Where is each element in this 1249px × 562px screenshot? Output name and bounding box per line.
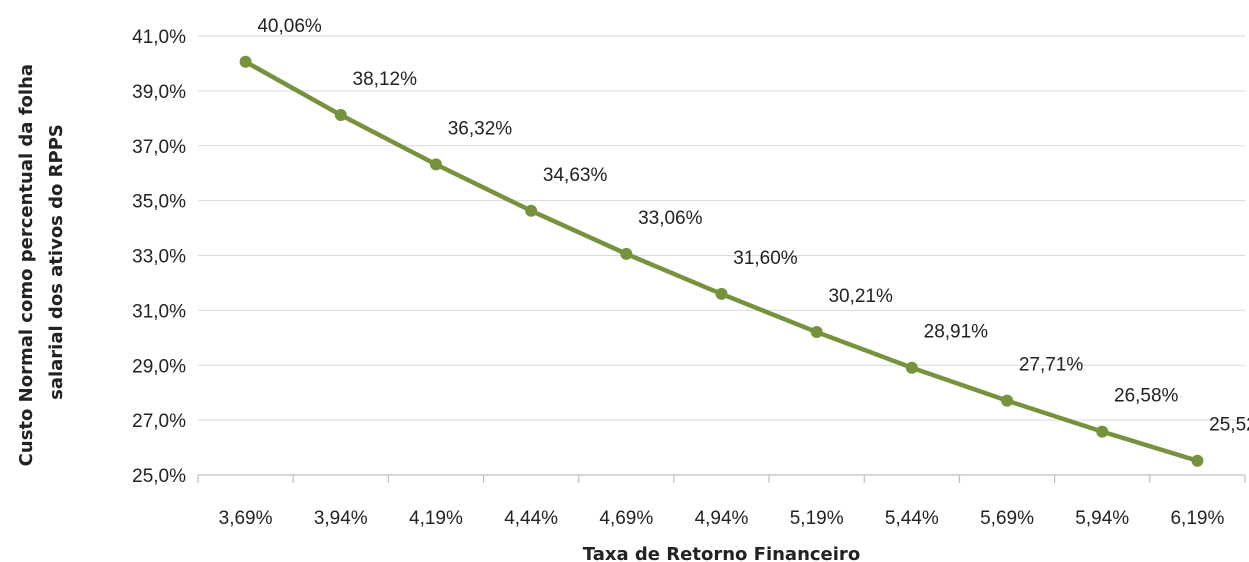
x-tick-label: 5,19% [790, 508, 844, 529]
data-label: 34,63% [543, 165, 608, 186]
data-point [525, 204, 538, 217]
gridlines [198, 35, 1245, 421]
y-axis-title-line-2: salarial dos ativos do RPPS [46, 124, 67, 400]
data-labels: 40,06% 38,12% 36,32% 34,63% 33,06% 31,60% 30,2… [257, 16, 1249, 436]
data-label: 26,58% [1114, 386, 1179, 407]
data-point [429, 158, 442, 171]
x-tick-label: 3,69% [219, 508, 273, 529]
data-point [715, 287, 728, 300]
x-axis [197, 474, 1246, 483]
data-point [1096, 425, 1109, 438]
x-tick-label: 3,94% [314, 508, 368, 529]
y-tick-label: 29,0% [132, 356, 186, 377]
data-point [239, 55, 252, 68]
data-label: 30,21% [828, 286, 893, 307]
data-label: 40,06% [257, 16, 322, 37]
data-point [334, 109, 347, 122]
y-tick-label: 27,0% [132, 411, 186, 432]
x-tick-label: 5,69% [980, 508, 1034, 529]
y-tick-label: 39,0% [132, 82, 186, 103]
data-label: 36,32% [448, 118, 513, 139]
y-tick-label: 37,0% [132, 137, 186, 158]
y-tick-label: 31,0% [132, 301, 186, 322]
data-point [1001, 394, 1014, 407]
data-label: 33,06% [638, 208, 703, 229]
data-point [905, 361, 918, 374]
x-axis-title: Taxa de Retorno Financeiro [583, 544, 860, 562]
series-line [239, 55, 1204, 467]
data-point [1191, 454, 1204, 467]
data-label: 25,52% [1209, 415, 1249, 436]
data-label: 38,12% [353, 69, 418, 90]
x-tick-label: 5,44% [885, 508, 939, 529]
x-tick-label: 4,94% [695, 508, 749, 529]
y-axis-title-line-1: Custo Normal como percentual da folha [16, 64, 37, 466]
data-point [810, 326, 823, 339]
series-path [243, 59, 1200, 463]
y-tick-label: 25,0% [132, 466, 186, 487]
data-label: 28,91% [924, 322, 989, 343]
y-axis: 25,0% 27,0% 29,0% 31,0% 33,0% 35,0% 37,0% 39,0%… [132, 27, 186, 487]
data-label: 27,71% [1019, 355, 1084, 376]
y-tick-label: 41,0% [132, 27, 186, 48]
x-tick-label: 4,69% [599, 508, 653, 529]
y-tick-label: 35,0% [132, 192, 186, 213]
x-tick-label: 4,44% [504, 508, 558, 529]
x-tick-label: 4,19% [409, 508, 463, 529]
x-tick-label: 5,94% [1075, 508, 1129, 529]
y-axis-title: Custo Normal como percentual da folha sa… [16, 58, 67, 467]
x-tick-labels: 3,69% 3,94% 4,19% 4,44% 4,69% 4,94% 5,19% 5,44%… [219, 508, 1225, 529]
x-tick-label: 6,19% [1170, 508, 1224, 529]
data-point [620, 247, 633, 260]
data-label: 31,60% [733, 248, 798, 269]
y-tick-label: 33,0% [132, 247, 186, 268]
